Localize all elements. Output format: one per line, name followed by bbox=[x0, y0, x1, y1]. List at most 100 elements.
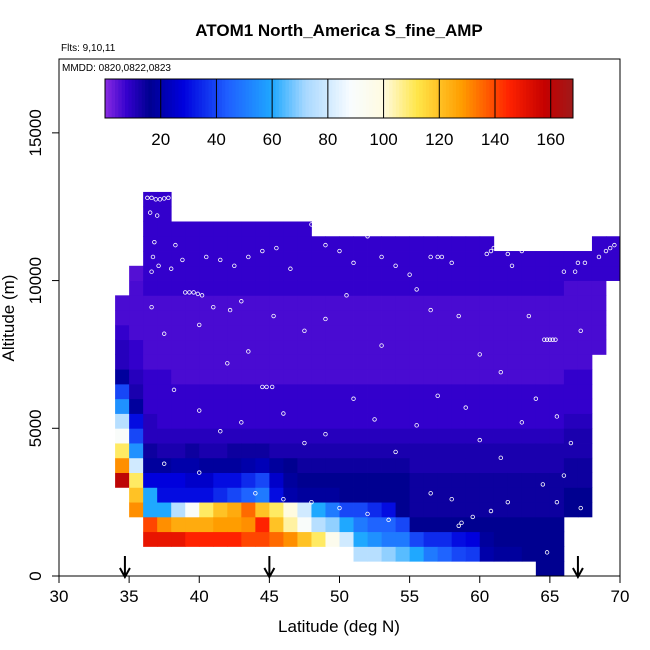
heatmap-cell bbox=[479, 383, 495, 400]
heatmap-cell bbox=[227, 280, 242, 296]
colorbar-segment bbox=[392, 79, 397, 118]
heatmap-cell bbox=[437, 310, 453, 326]
heatmap-cell bbox=[213, 531, 228, 547]
heatmap-cell bbox=[381, 236, 396, 252]
sample-point bbox=[232, 263, 237, 268]
heatmap-cell bbox=[465, 398, 481, 414]
heatmap-cell bbox=[521, 398, 537, 414]
heatmap-cell bbox=[227, 398, 242, 414]
heatmap-cell bbox=[367, 251, 382, 267]
heatmap-cell bbox=[157, 310, 172, 326]
heatmap-cell bbox=[185, 531, 200, 547]
heatmap-cell bbox=[521, 457, 537, 473]
heatmap-cell bbox=[563, 295, 579, 311]
heatmap-cell bbox=[437, 369, 453, 385]
heatmap-cell bbox=[283, 428, 298, 444]
colorbar-segment bbox=[255, 79, 260, 118]
down-arrow-icon bbox=[263, 556, 276, 580]
heatmap-cell bbox=[255, 324, 270, 341]
colorbar-segment bbox=[232, 79, 236, 118]
sample-point bbox=[439, 254, 445, 260]
sample-point bbox=[554, 414, 560, 419]
heatmap-cell bbox=[563, 310, 579, 326]
heatmap-cell bbox=[325, 413, 340, 429]
heatmap-cell bbox=[213, 369, 228, 385]
heatmap-cell bbox=[129, 339, 144, 355]
heatmap-cell bbox=[185, 339, 200, 355]
heatmap-cell bbox=[479, 310, 495, 326]
colorbar-segment bbox=[442, 79, 447, 118]
colorbar-segment bbox=[145, 79, 149, 118]
heatmap-cell bbox=[129, 383, 144, 400]
heatmap-cell bbox=[325, 502, 340, 518]
sample-point bbox=[351, 260, 356, 266]
heatmap-cell bbox=[423, 339, 439, 355]
heatmap-cell bbox=[549, 324, 565, 341]
heatmap-cell bbox=[367, 516, 382, 533]
heatmap-cell bbox=[325, 531, 340, 547]
heatmap-cell bbox=[521, 324, 537, 341]
heatmap-cell bbox=[115, 457, 130, 473]
heatmap-cell bbox=[535, 383, 551, 400]
heatmap-cell bbox=[507, 472, 523, 488]
heatmap-cell bbox=[199, 502, 214, 518]
heatmap-cell bbox=[213, 428, 228, 444]
colorbar-tick-label: 60 bbox=[263, 130, 282, 149]
heatmap-cell bbox=[479, 502, 495, 518]
heatmap-cell bbox=[269, 265, 284, 281]
y-axis: 0 5000 10000 15000 bbox=[26, 109, 59, 581]
heatmap-cell bbox=[549, 354, 565, 370]
heatmap-cell bbox=[241, 383, 256, 400]
colorbar-segment bbox=[225, 79, 230, 118]
chart-title: ATOM1 North_America S_fine_AMP bbox=[195, 21, 483, 40]
heatmap-cell bbox=[185, 383, 200, 400]
heatmap-cell bbox=[185, 369, 200, 385]
heatmap-cell bbox=[479, 280, 495, 296]
sample-point bbox=[553, 337, 558, 342]
colorbar-segment bbox=[161, 79, 166, 118]
heatmap-cell bbox=[143, 280, 158, 296]
heatmap-cell bbox=[171, 354, 186, 370]
heatmap-cell bbox=[367, 398, 382, 414]
colorbar-segment bbox=[549, 79, 554, 118]
heatmap-cell bbox=[283, 251, 298, 267]
colorbar-segment bbox=[118, 79, 123, 118]
heatmap-cell bbox=[325, 354, 340, 370]
sample-point bbox=[171, 387, 177, 393]
heatmap-cell bbox=[423, 443, 439, 459]
heatmap-cell bbox=[283, 502, 298, 518]
heatmap-cell bbox=[269, 383, 284, 400]
heatmap-cell bbox=[535, 295, 551, 311]
sample-point bbox=[572, 269, 578, 274]
colorbar-segment bbox=[369, 79, 373, 118]
heatmap-cell bbox=[255, 443, 270, 459]
heatmap-cell bbox=[451, 354, 467, 370]
heatmap-cell bbox=[465, 310, 481, 326]
colorbar-segment bbox=[295, 79, 300, 118]
heatmap-cell bbox=[339, 251, 354, 267]
heatmap-cell bbox=[185, 221, 200, 237]
heatmap-cell bbox=[185, 295, 200, 311]
heatmap-cell bbox=[591, 295, 607, 311]
colorbar-segment bbox=[399, 79, 404, 118]
colorbar-segment bbox=[412, 79, 417, 118]
heatmap-cell bbox=[339, 354, 354, 370]
heatmap-cell bbox=[269, 339, 284, 355]
heatmap-cell bbox=[563, 324, 579, 341]
heatmap-cell bbox=[297, 383, 312, 400]
heatmap-cell bbox=[115, 369, 130, 385]
heatmap-cell bbox=[143, 383, 158, 400]
heatmap-cell bbox=[241, 516, 256, 533]
heatmap-cell bbox=[381, 295, 396, 311]
colorbar-tick-label: 120 bbox=[425, 130, 453, 149]
heatmap-cell bbox=[381, 310, 396, 326]
heatmap-cell bbox=[143, 413, 158, 429]
heatmap-cell bbox=[507, 398, 523, 414]
heatmap-cell bbox=[465, 295, 481, 311]
heatmap-cell bbox=[381, 413, 396, 429]
heatmap-cell bbox=[115, 310, 130, 326]
heatmap-cell bbox=[143, 221, 158, 237]
heatmap-cell bbox=[395, 295, 411, 311]
heatmap-cell bbox=[311, 339, 326, 355]
heatmap-cell bbox=[521, 531, 537, 547]
